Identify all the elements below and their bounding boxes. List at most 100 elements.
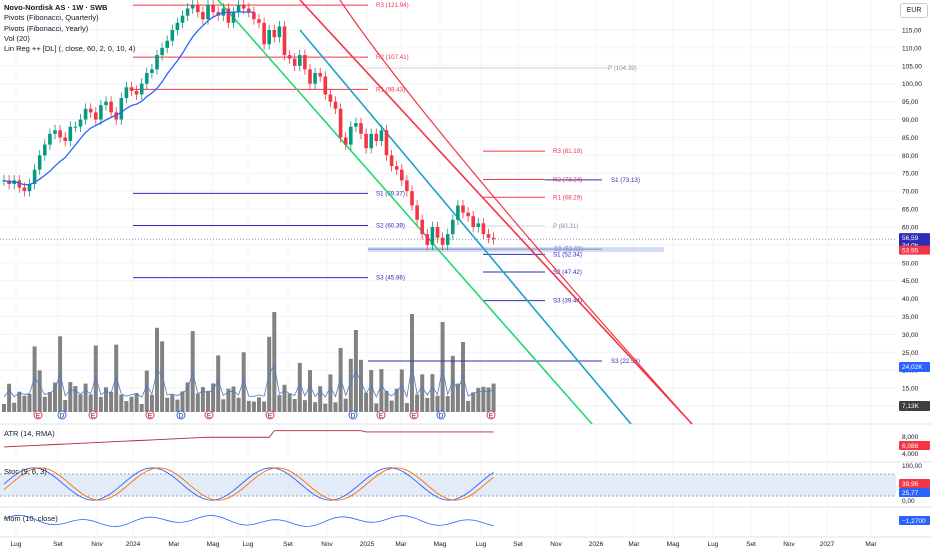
- event-badge-label: E: [36, 413, 41, 420]
- indicator-linreg[interactable]: Lin Reg ++ [DL] (, close, 60, 2, 0, 10, …: [4, 44, 136, 54]
- volume-bar: [206, 390, 210, 412]
- candle-body: [287, 55, 292, 59]
- time-axis-label: Set: [53, 541, 63, 548]
- candle-body: [481, 223, 486, 235]
- volume-bar: [379, 369, 384, 412]
- price-axis-label: 105,00: [902, 63, 922, 70]
- candle-body: [359, 123, 363, 134]
- candle-body: [303, 55, 307, 70]
- event-badge: [57, 410, 67, 420]
- candle-body: [349, 126, 353, 145]
- candle-body: [190, 4, 195, 9]
- volume-bar: [211, 383, 216, 412]
- indicator-volume[interactable]: Vol (20): [4, 33, 30, 43]
- candle-body: [150, 69, 154, 73]
- price-axis-label: 50,00: [902, 260, 919, 267]
- last-price-tag-bg: [899, 233, 930, 249]
- candle-body: [73, 126, 78, 128]
- price-axis-label: 45,00: [902, 278, 919, 285]
- volume-bar: [389, 400, 394, 412]
- volume-bar: [287, 393, 292, 412]
- candle-body: [456, 205, 460, 220]
- price-axis-label: 40,00: [902, 296, 919, 303]
- time-axis-label: Nov: [91, 541, 103, 548]
- event-badge-label: E: [91, 413, 96, 420]
- candle-body: [48, 133, 52, 145]
- volume-bar: [22, 395, 27, 412]
- indicator-pivots-yearly[interactable]: Pivots (Fibonacci, Yearly): [4, 23, 89, 33]
- volume-bar: [42, 396, 47, 412]
- atr-value-tag-bg: [899, 441, 930, 450]
- stoch-k-tag: 39,96: [902, 481, 919, 488]
- volume-bar: [134, 393, 139, 412]
- candle-body: [165, 40, 169, 48]
- candle-body: [476, 223, 481, 227]
- volume-bar: [114, 344, 119, 412]
- volume-bar: [2, 404, 6, 412]
- volume-bar: [221, 399, 226, 412]
- volume-bar: [226, 388, 231, 412]
- mom-label[interactable]: Mom (10, close): [4, 514, 58, 523]
- stoch-band: [0, 474, 896, 496]
- volume-bar: [231, 386, 236, 412]
- price-axis-label: 90,00: [902, 117, 919, 124]
- time-axis-label: 2026: [589, 541, 604, 548]
- yearly-pivot-label: S3 (45.86): [376, 275, 405, 282]
- volume-bar: [318, 386, 323, 412]
- event-badge: [376, 410, 386, 420]
- candle-body: [231, 12, 236, 23]
- price-axis-label: 15,00: [902, 386, 919, 393]
- candle-body: [364, 133, 368, 149]
- candle-body: [53, 130, 57, 134]
- price-axis-label: 70,00: [902, 189, 919, 196]
- atr-line: [3, 430, 494, 448]
- candle-body: [277, 26, 282, 38]
- candle-body: [68, 126, 73, 142]
- candle-body: [99, 105, 103, 120]
- volume-bar: [486, 387, 491, 412]
- volume-bar: [348, 358, 353, 412]
- volume-bar: [471, 392, 476, 412]
- currency-button[interactable]: EUR: [900, 3, 928, 18]
- volume-bar: [73, 386, 78, 412]
- candle-body: [466, 212, 470, 217]
- mom-value-tag-bg: [899, 516, 930, 525]
- stoch-k-tag-bg: [899, 479, 930, 488]
- volume-bar: [466, 400, 471, 412]
- candle-body: [308, 69, 312, 84]
- time-axis-label: Nov: [321, 541, 333, 548]
- event-badge: [176, 410, 186, 420]
- candle-body: [374, 133, 379, 142]
- candle-body: [420, 219, 424, 235]
- volume-bar: [313, 402, 318, 412]
- volume-bar: [63, 400, 68, 412]
- candle-body: [124, 87, 129, 99]
- price-axis-label: 110,00: [902, 45, 922, 52]
- linreg-lower-line: [217, 0, 593, 425]
- volume-bar: [165, 397, 170, 412]
- volume-bar: [399, 369, 404, 412]
- candle-body: [323, 76, 328, 95]
- next-pivot-label: S1 (73.13): [611, 177, 640, 184]
- volume-bar: [394, 388, 399, 412]
- volume-bar: [68, 382, 73, 412]
- mom-value-tag: −1,2700: [902, 518, 926, 525]
- symbol-title[interactable]: Novo-Nordisk AS · 1W · SWB: [4, 3, 108, 12]
- event-badge-label: D: [439, 413, 444, 420]
- volume-tag-bg: [899, 401, 930, 411]
- indicator-pivots-quarterly[interactable]: Pivots (Fibonacci, Quarterly): [4, 13, 99, 23]
- candle-body: [241, 4, 246, 9]
- candle-body: [415, 205, 419, 220]
- atr-label[interactable]: ATR (14, RMA): [4, 429, 55, 438]
- candle-body: [394, 166, 399, 170]
- candle-body: [63, 137, 67, 142]
- candle-body: [104, 101, 108, 106]
- candle-body: [206, 4, 210, 20]
- stoch-label[interactable]: Stoc (9, 6, 3): [4, 467, 47, 476]
- event-badge-label: D: [351, 413, 356, 420]
- volume-bar: [251, 401, 256, 412]
- candle-body: [185, 8, 190, 16]
- event-badge: [265, 410, 275, 420]
- time-axis-label: Nov: [783, 541, 795, 548]
